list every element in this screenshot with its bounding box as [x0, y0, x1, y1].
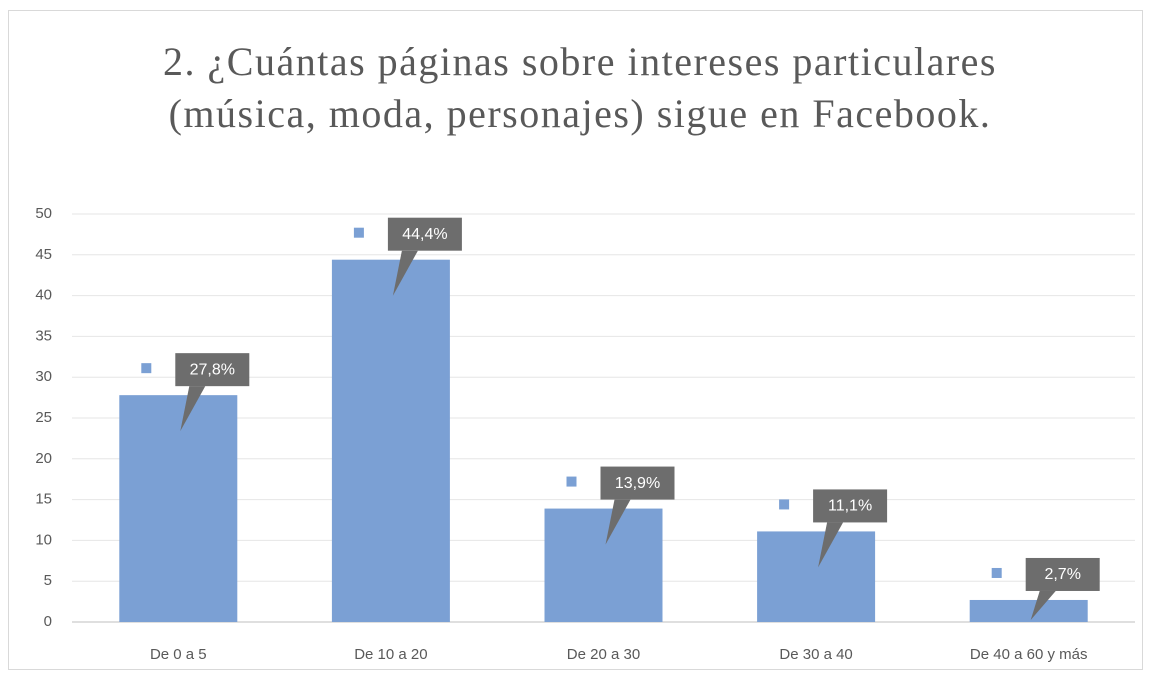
bar: [969, 599, 1088, 622]
x-tick-label: De 0 a 5: [150, 646, 207, 663]
bar: [119, 395, 238, 622]
callout-box: [387, 217, 462, 251]
callout-pointer: [180, 386, 206, 432]
callout-key: [566, 476, 577, 487]
y-tick-label: 0: [44, 613, 52, 630]
y-tick-label: 45: [35, 246, 52, 263]
value-label: 44,4%: [402, 226, 447, 243]
callout-box: [813, 489, 888, 523]
y-tick-label: 50: [35, 205, 52, 222]
y-tick-label: 25: [35, 409, 52, 426]
bar: [757, 531, 876, 622]
callout-key: [991, 567, 1002, 578]
y-tick-label: 40: [35, 287, 52, 304]
callout-pointer: [1030, 590, 1056, 620]
y-tick-label: 5: [44, 572, 52, 589]
y-tick-label: 20: [35, 450, 52, 467]
y-tick-label: 15: [35, 491, 52, 508]
callout-pointer: [818, 522, 844, 568]
x-tick-label: De 40 a 60 y más: [970, 646, 1088, 663]
chart-title: 2. ¿Cuántas páginas sobre intereses part…: [163, 39, 997, 136]
y-tick-label: 10: [35, 531, 52, 548]
x-tick-label: De 30 a 40: [779, 646, 852, 663]
y-tick-label: 35: [35, 327, 52, 344]
bar: [331, 259, 450, 622]
x-tick-label: De 10 a 20: [354, 646, 427, 663]
callout-key: [141, 363, 152, 374]
callout-key: [353, 227, 364, 238]
value-label: 27,8%: [190, 361, 235, 378]
value-label: 13,9%: [615, 475, 660, 492]
callout-box: [1025, 557, 1100, 591]
callout-key: [779, 499, 790, 510]
value-label: 2,7%: [1044, 566, 1080, 583]
chart-frame: [8, 10, 1143, 670]
callout-box: [600, 466, 675, 500]
y-tick-label: 30: [35, 368, 52, 385]
bar: [544, 508, 663, 622]
callout-box: [175, 353, 250, 387]
callout-pointer: [392, 250, 418, 296]
value-label: 11,1%: [828, 498, 872, 515]
x-tick-label: De 20 a 30: [567, 646, 640, 663]
callout-pointer: [605, 499, 631, 545]
